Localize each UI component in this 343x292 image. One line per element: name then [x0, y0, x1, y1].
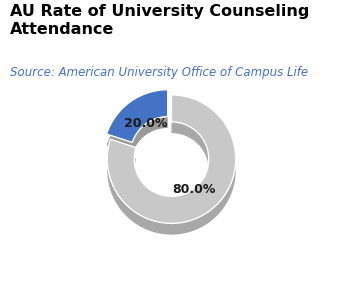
Text: 80.0%: 80.0% — [172, 183, 215, 197]
Text: 20.0%: 20.0% — [123, 117, 167, 130]
Text: AU Rate of University Counseling
Attendance: AU Rate of University Counseling Attenda… — [10, 4, 310, 37]
Text: Source: American University Office of Campus Life: Source: American University Office of Ca… — [10, 66, 308, 79]
Wedge shape — [107, 95, 236, 223]
Wedge shape — [107, 101, 168, 154]
Wedge shape — [107, 106, 236, 235]
Wedge shape — [107, 90, 168, 142]
